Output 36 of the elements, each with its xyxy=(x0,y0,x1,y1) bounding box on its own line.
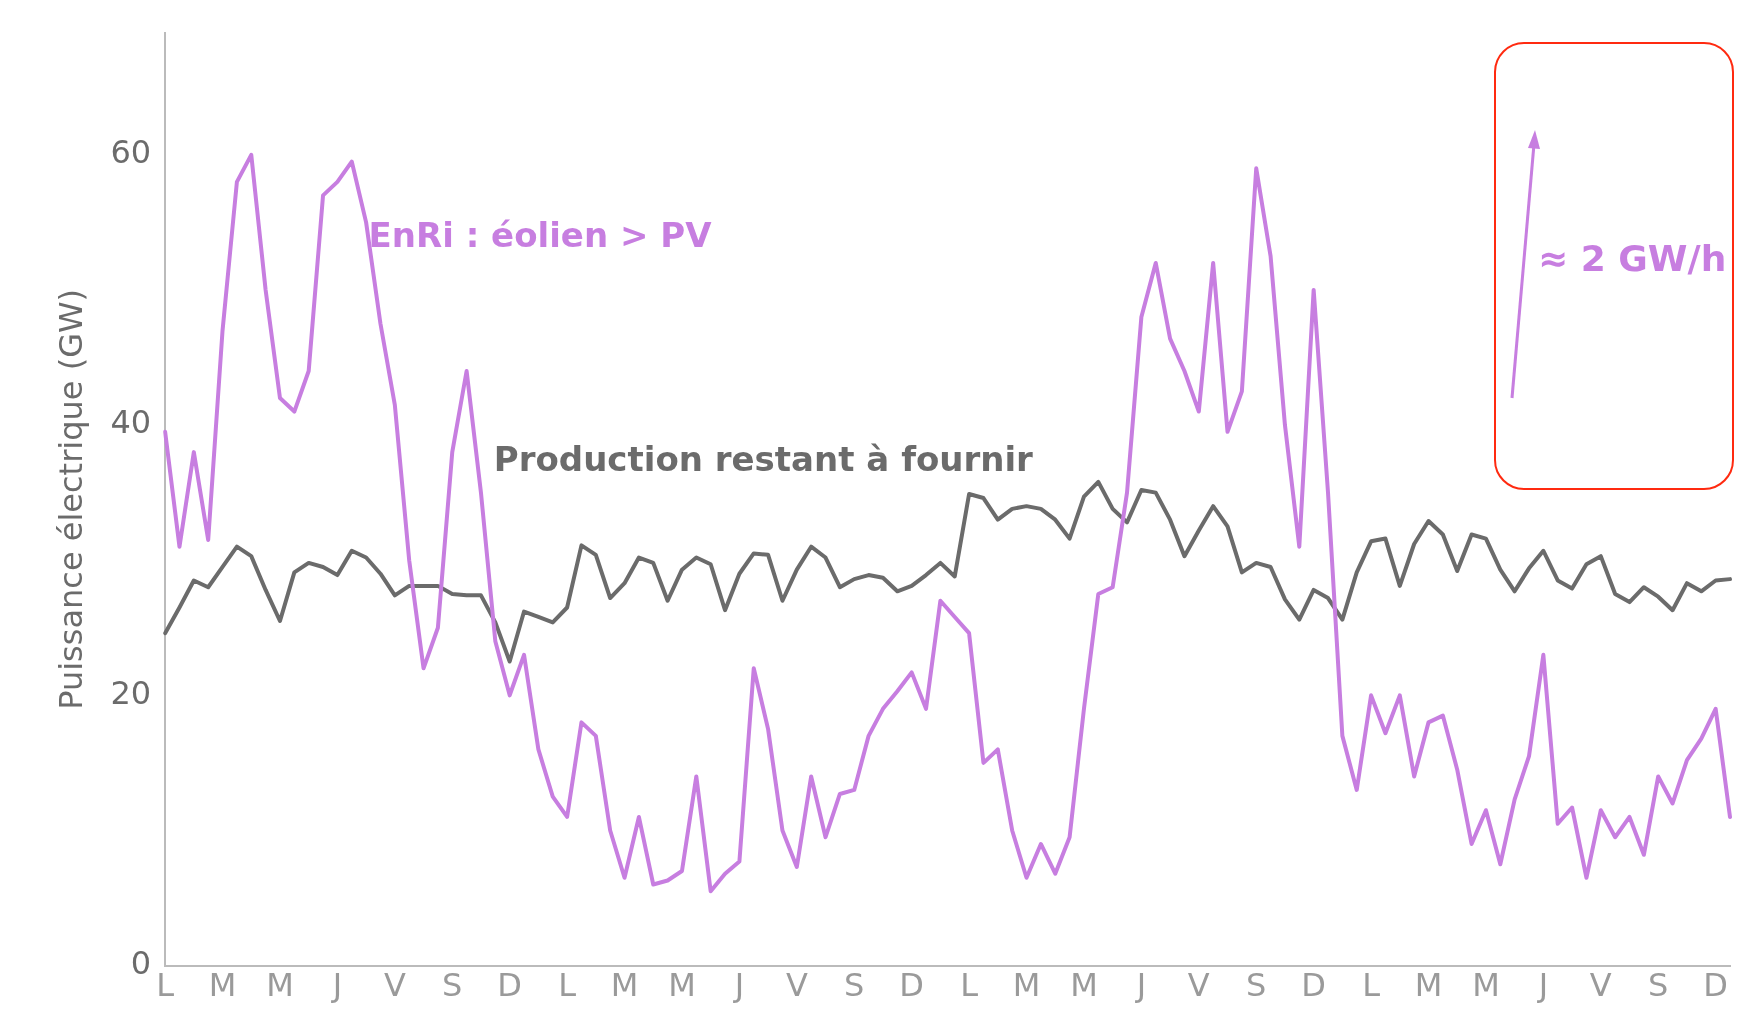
x-tick-label: L xyxy=(960,966,979,1005)
x-tick-label: M xyxy=(1414,966,1443,1005)
x-tick-label: M xyxy=(668,966,696,1005)
y-tick-label: 40 xyxy=(110,403,152,442)
x-tick-label: S xyxy=(1648,966,1669,1005)
x-tick-label: L xyxy=(558,966,577,1005)
x-tick-label: D xyxy=(1703,966,1728,1005)
x-tick-label: V xyxy=(1589,966,1612,1005)
x-tick-label: L xyxy=(156,966,175,1005)
x-tick-label: V xyxy=(1187,966,1210,1005)
x-tick-label: L xyxy=(1362,966,1381,1005)
x-tick-label: J xyxy=(1134,966,1147,1005)
x-tick-label: J xyxy=(1536,966,1549,1005)
x-tick-label: D xyxy=(899,966,924,1005)
x-tick-label: S xyxy=(844,966,865,1005)
y-tick-label: 0 xyxy=(130,943,152,982)
x-tick-label: V xyxy=(383,966,406,1005)
x-tick-label: S xyxy=(1246,966,1267,1005)
series-label: EnRi : éolien > PV xyxy=(368,215,713,256)
annotation: ≈ 2 GW/h xyxy=(1538,238,1727,279)
x-tick-label: V xyxy=(785,966,808,1005)
x-tick-label: S xyxy=(442,966,463,1005)
x-tick-label: M xyxy=(1012,966,1041,1005)
x-tick-label: M xyxy=(208,966,237,1005)
x-tick-label: M xyxy=(610,966,639,1005)
y-tick-label: 20 xyxy=(110,673,152,712)
series-label: Production restant à fournir xyxy=(493,438,1034,479)
x-tick-label: J xyxy=(330,966,343,1005)
x-tick-label: M xyxy=(1472,966,1500,1005)
x-tick-label: M xyxy=(266,966,294,1005)
x-tick-label: J xyxy=(732,966,745,1005)
x-tick-label: D xyxy=(497,966,522,1005)
y-axis-title: Puissance électrique (GW) xyxy=(51,288,90,710)
x-tick-label: D xyxy=(1301,966,1326,1005)
x-tick-label: M xyxy=(1070,966,1098,1005)
y-tick-label: 60 xyxy=(110,133,152,172)
